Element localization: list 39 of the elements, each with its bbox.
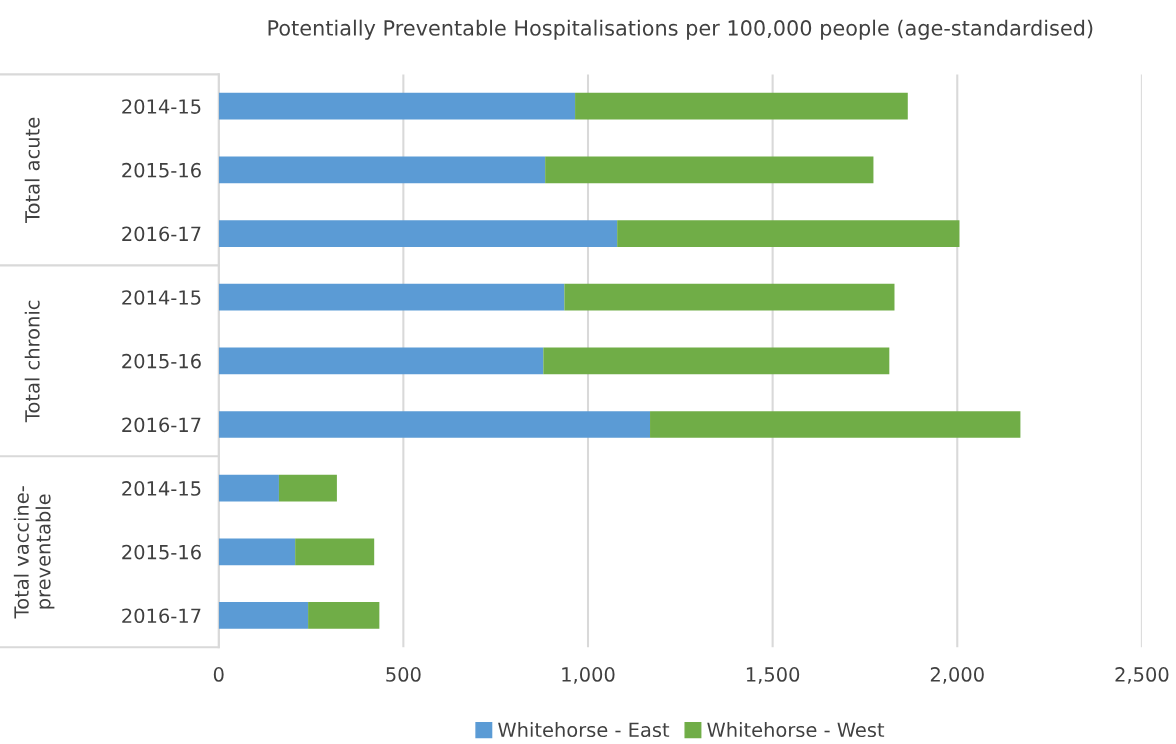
y-tick-label: 2016-17 xyxy=(122,226,201,242)
bar xyxy=(218,156,546,184)
bar xyxy=(218,474,279,502)
y-tick-label: 2016-17 xyxy=(122,608,201,624)
y-tick-label: 2014-15 xyxy=(122,99,201,114)
bar xyxy=(545,156,874,184)
bar xyxy=(218,538,296,566)
bar xyxy=(650,411,1021,438)
bar xyxy=(543,347,890,375)
x-tick-label: 2,000 xyxy=(930,667,984,684)
bar xyxy=(617,220,960,247)
legend-label: Whitehorse - East xyxy=(498,722,670,738)
chart-title: Potentially Preventable Hospitalisations per 100,000 people (age-standardised) xyxy=(268,19,1093,40)
x-tick-label: 1,000 xyxy=(562,667,615,684)
text: Total acute xyxy=(24,117,40,223)
text: Total chronic xyxy=(24,300,40,423)
y-tick-label: 2015-16 xyxy=(122,162,201,178)
bar xyxy=(218,283,565,311)
x-tick-label: 1,500 xyxy=(746,667,800,684)
bar xyxy=(564,283,895,311)
y-tick-label: 2015-16 xyxy=(122,544,201,560)
bar xyxy=(575,92,908,120)
bar xyxy=(308,602,380,629)
bar xyxy=(218,347,544,375)
x-tick-label: 0 xyxy=(213,667,224,682)
bar xyxy=(218,602,309,629)
bar xyxy=(218,411,651,438)
bar xyxy=(218,92,576,120)
legend-label: Whitehorse - West xyxy=(707,722,885,738)
bar xyxy=(295,538,375,566)
x-tick-label: 500 xyxy=(386,667,421,682)
y-tick-label: 2016-17 xyxy=(122,417,201,433)
bar xyxy=(218,220,618,247)
text: Total vaccine- preventable xyxy=(13,486,55,619)
x-tick-label: 2,500 xyxy=(1115,667,1169,684)
y-tick-label: 2015-16 xyxy=(122,353,201,369)
y-tick-label: 2014-15 xyxy=(122,481,201,496)
bar xyxy=(278,474,337,502)
y-tick-label: 2014-15 xyxy=(122,290,201,305)
